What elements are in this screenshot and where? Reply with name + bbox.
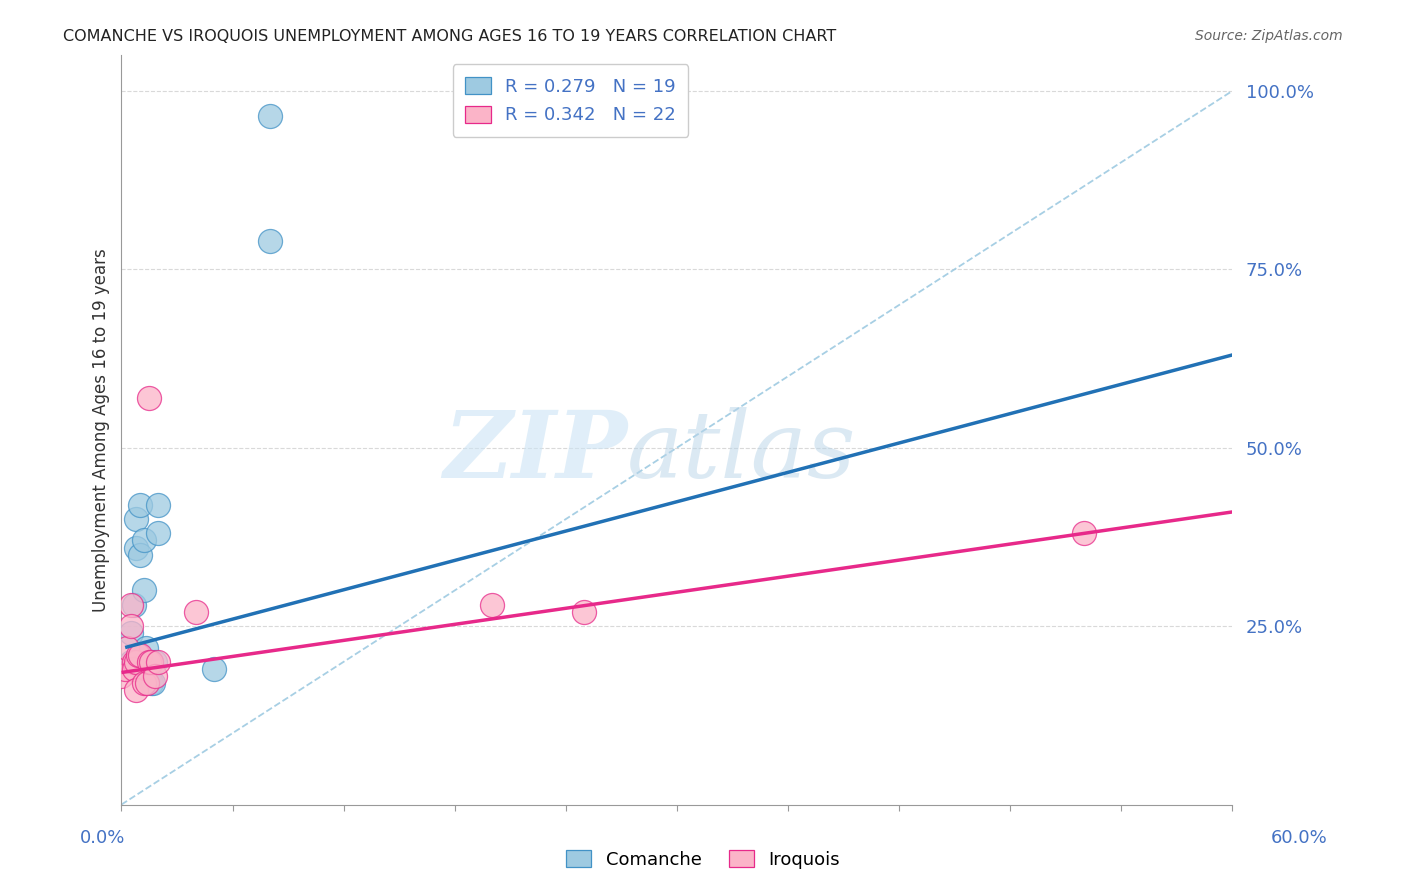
Comanche xyxy=(129,498,152,512)
Comanche xyxy=(120,626,142,640)
Comanche xyxy=(134,640,156,655)
Iroquois xyxy=(184,605,207,619)
Comanche xyxy=(148,498,170,512)
Legend: R = 0.279   N = 19, R = 0.342   N = 22: R = 0.279 N = 19, R = 0.342 N = 22 xyxy=(453,64,689,137)
Iroquois xyxy=(125,683,148,698)
Text: 0.0%: 0.0% xyxy=(80,829,125,847)
Comanche xyxy=(120,655,142,669)
Comanche xyxy=(143,655,166,669)
Iroquois xyxy=(143,669,166,683)
Iroquois xyxy=(120,619,142,633)
Iroquois xyxy=(138,655,160,669)
Text: 60.0%: 60.0% xyxy=(1271,829,1327,847)
Iroquois xyxy=(114,662,136,676)
Comanche xyxy=(124,598,146,612)
Iroquois xyxy=(138,391,160,405)
Y-axis label: Unemployment Among Ages 16 to 19 years: Unemployment Among Ages 16 to 19 years xyxy=(93,248,110,612)
Comanche xyxy=(139,655,162,669)
Comanche xyxy=(129,548,152,562)
Text: ZIP: ZIP xyxy=(443,408,627,498)
Iroquois xyxy=(574,605,596,619)
Comanche xyxy=(202,662,225,676)
Comanche xyxy=(125,512,148,526)
Iroquois xyxy=(1073,526,1095,541)
Iroquois xyxy=(124,655,146,669)
Text: Source: ZipAtlas.com: Source: ZipAtlas.com xyxy=(1195,29,1343,43)
Iroquois xyxy=(110,669,132,683)
Iroquois xyxy=(124,662,146,676)
Iroquois xyxy=(115,640,138,655)
Comanche xyxy=(148,526,170,541)
Comanche xyxy=(132,583,155,598)
Iroquois xyxy=(136,676,159,690)
Iroquois xyxy=(481,598,503,612)
Comanche xyxy=(132,533,155,548)
Comanche xyxy=(125,541,148,555)
Iroquois xyxy=(120,598,142,612)
Comanche xyxy=(138,669,160,683)
Comanche xyxy=(142,676,165,690)
Comanche xyxy=(259,109,281,123)
Iroquois xyxy=(127,648,149,662)
Iroquois xyxy=(129,648,152,662)
Iroquois xyxy=(139,655,162,669)
Comanche xyxy=(139,676,162,690)
Iroquois xyxy=(132,676,155,690)
Text: atlas: atlas xyxy=(627,408,856,498)
Text: COMANCHE VS IROQUOIS UNEMPLOYMENT AMONG AGES 16 TO 19 YEARS CORRELATION CHART: COMANCHE VS IROQUOIS UNEMPLOYMENT AMONG … xyxy=(63,29,837,44)
Comanche xyxy=(259,234,281,248)
Iroquois xyxy=(148,655,170,669)
Legend: Comanche, Iroquois: Comanche, Iroquois xyxy=(558,843,848,876)
Iroquois xyxy=(125,655,148,669)
